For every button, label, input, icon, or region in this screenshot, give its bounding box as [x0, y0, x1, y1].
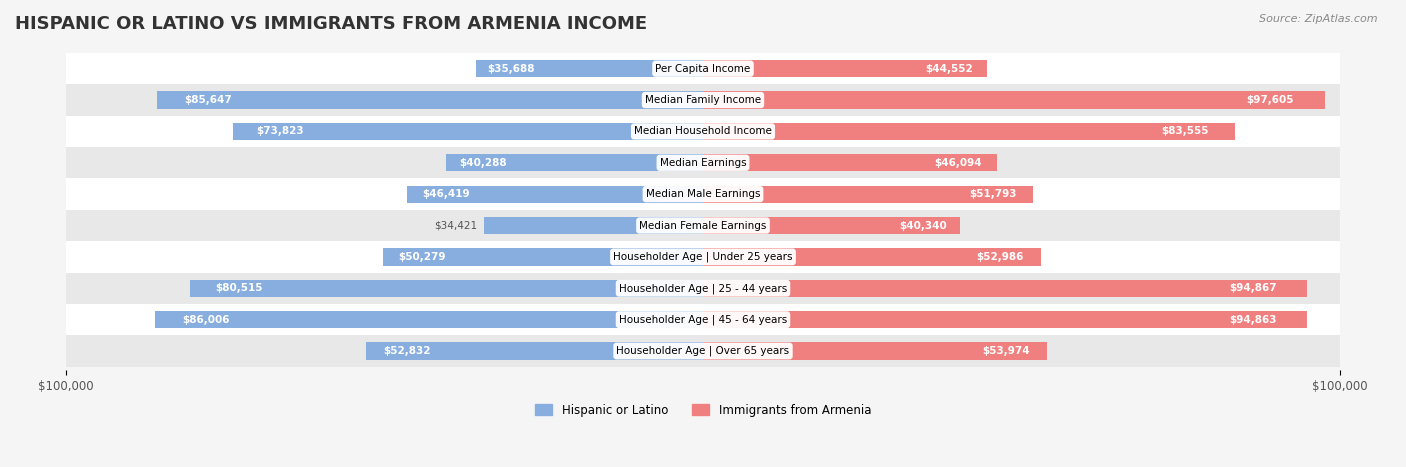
Text: $51,793: $51,793	[969, 189, 1017, 199]
Legend: Hispanic or Latino, Immigrants from Armenia: Hispanic or Latino, Immigrants from Arme…	[530, 399, 876, 422]
Text: $34,421: $34,421	[434, 220, 478, 231]
Bar	[66, 147, 1340, 178]
Bar	[155, 311, 703, 328]
Text: $80,515: $80,515	[215, 283, 263, 293]
Bar	[703, 280, 1308, 297]
Text: $85,647: $85,647	[184, 95, 232, 105]
Text: Median Household Income: Median Household Income	[634, 127, 772, 136]
Bar	[703, 217, 960, 234]
Bar	[66, 85, 1340, 116]
Text: $40,288: $40,288	[460, 158, 506, 168]
Bar	[233, 123, 703, 140]
Bar	[157, 92, 703, 109]
Bar	[66, 116, 1340, 147]
Text: $83,555: $83,555	[1161, 127, 1209, 136]
Text: Per Capita Income: Per Capita Income	[655, 64, 751, 74]
Bar	[703, 154, 997, 171]
Text: $52,986: $52,986	[976, 252, 1024, 262]
Text: Median Female Earnings: Median Female Earnings	[640, 220, 766, 231]
Bar	[703, 342, 1047, 360]
Text: Householder Age | Under 25 years: Householder Age | Under 25 years	[613, 252, 793, 262]
Bar	[703, 185, 1033, 203]
Bar	[66, 273, 1340, 304]
Text: Householder Age | Over 65 years: Householder Age | Over 65 years	[616, 346, 790, 356]
Bar	[703, 311, 1308, 328]
Text: $52,832: $52,832	[384, 346, 430, 356]
Bar	[367, 342, 703, 360]
Bar	[66, 241, 1340, 273]
Text: $73,823: $73,823	[256, 127, 304, 136]
Bar	[484, 217, 703, 234]
Bar	[66, 53, 1340, 85]
Bar	[408, 185, 703, 203]
Bar	[446, 154, 703, 171]
Text: $35,688: $35,688	[486, 64, 534, 74]
Text: $86,006: $86,006	[183, 315, 231, 325]
Bar	[66, 335, 1340, 367]
Bar	[703, 60, 987, 77]
Text: $46,094: $46,094	[935, 158, 981, 168]
Text: $46,419: $46,419	[422, 189, 470, 199]
Text: $44,552: $44,552	[925, 64, 973, 74]
Bar	[703, 123, 1236, 140]
Text: Median Male Earnings: Median Male Earnings	[645, 189, 761, 199]
Text: HISPANIC OR LATINO VS IMMIGRANTS FROM ARMENIA INCOME: HISPANIC OR LATINO VS IMMIGRANTS FROM AR…	[15, 15, 647, 33]
Text: Source: ZipAtlas.com: Source: ZipAtlas.com	[1260, 14, 1378, 24]
Bar	[66, 178, 1340, 210]
Text: Householder Age | 25 - 44 years: Householder Age | 25 - 44 years	[619, 283, 787, 294]
Text: $53,974: $53,974	[981, 346, 1029, 356]
Text: $97,605: $97,605	[1246, 95, 1294, 105]
Text: $94,867: $94,867	[1229, 283, 1277, 293]
Bar	[190, 280, 703, 297]
Text: Median Family Income: Median Family Income	[645, 95, 761, 105]
Bar	[703, 92, 1324, 109]
Bar	[703, 248, 1040, 266]
Bar	[66, 304, 1340, 335]
Bar	[382, 248, 703, 266]
Text: $94,863: $94,863	[1230, 315, 1277, 325]
Text: $40,340: $40,340	[900, 220, 948, 231]
Text: Median Earnings: Median Earnings	[659, 158, 747, 168]
Bar	[475, 60, 703, 77]
Text: $50,279: $50,279	[399, 252, 446, 262]
Text: Householder Age | 45 - 64 years: Householder Age | 45 - 64 years	[619, 314, 787, 325]
Bar	[66, 210, 1340, 241]
